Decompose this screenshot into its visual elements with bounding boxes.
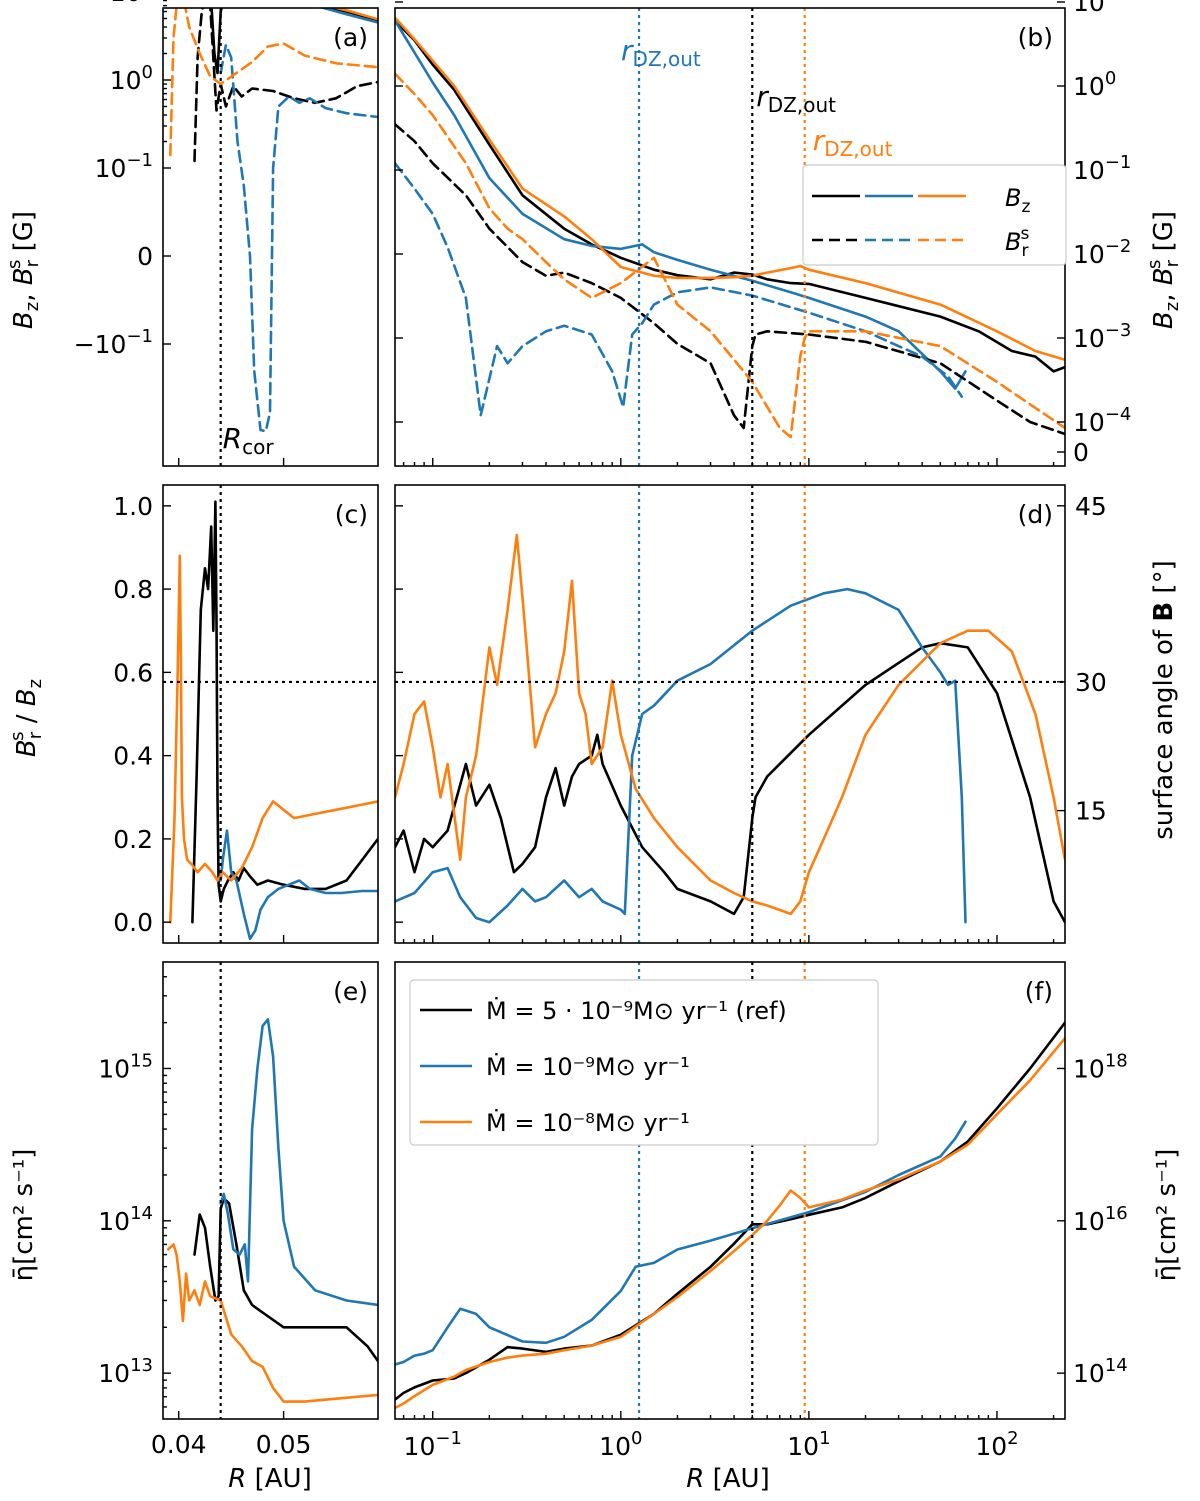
series-b-b-r-s-mdot-1e-8: [395, 72, 1065, 439]
panel-label-d: (d): [1018, 500, 1053, 529]
ytick-label-c: 1.0: [113, 492, 153, 521]
series-f-mdot-1e-9: [395, 1120, 967, 1366]
annotation-r-dz-out-2: rDZ,out: [813, 124, 893, 161]
ytick-label-b: 100: [1073, 68, 1116, 101]
panel-f-series: [395, 1021, 1065, 1410]
ytick-label-a: −10−1: [74, 326, 153, 359]
ytick-label-b: 10−3: [1073, 320, 1131, 353]
legend-f-label-0: Ṁ = 5 · 10⁻⁹M⊙ yr⁻¹ (ref): [486, 996, 787, 1025]
ylabel-c: Brs / Bz: [7, 679, 46, 757]
legend-f-label-1: Ṁ = 10⁻⁹M⊙ yr⁻¹: [486, 1052, 690, 1081]
panel-label-a: (a): [333, 23, 368, 52]
panel-label-e: (e): [333, 977, 368, 1006]
panel-c-series: [169, 500, 378, 941]
xtick-label-f: 100: [599, 1428, 642, 1461]
ytick-label-c: 0.4: [113, 742, 153, 771]
series-e-mdot-1e-9: [219, 1018, 378, 1307]
series-b-b-z-mdot-1e-8: [395, 16, 1065, 362]
legend-b-brs-label: Brs: [1005, 224, 1029, 261]
ytick-label-b: 0: [1073, 438, 1089, 467]
ylabel-right-ab: Bz, Brs [G]: [1144, 211, 1183, 329]
ytick-label-e: 1014: [98, 1203, 153, 1236]
ytick-label-d: 45: [1075, 492, 1107, 521]
series-a-b-r-s-mdot-1e-8: [169, 8, 378, 157]
annotation-r-cor: Rcor: [223, 422, 275, 459]
ytick-label-e: 1013: [98, 1355, 153, 1388]
xtick-label-f: 102: [975, 1428, 1018, 1461]
ytick-label-c: 0.2: [113, 825, 153, 854]
series-e-ref: [193, 1197, 378, 1363]
ytick-label-f: 1014: [1073, 1355, 1128, 1388]
ylabel-f: η̄̄[cm² s⁻¹]: [1152, 1149, 1182, 1282]
ytick-label-f: 1018: [1073, 1050, 1128, 1083]
series-b-b-z-ref: [395, 19, 1065, 373]
series-b-b-r-s-mdot-1e-9: [395, 162, 964, 417]
panel-c-frame: [162, 484, 379, 944]
series-d-mdot-1e-9: [395, 587, 967, 924]
ytick-label-b: 10−2: [1073, 236, 1131, 269]
ytick-label-c: 0.8: [113, 575, 153, 604]
series-a-b-r-s-mdot-1e-9: [219, 43, 378, 433]
series-c-ref: [191, 500, 378, 924]
ylabel-left-ab: Bz, Brs [G]: [4, 211, 43, 329]
ytick-label-e: 1015: [98, 1050, 153, 1083]
xlabel-f: R [AU]: [686, 1464, 769, 1494]
xtick-label-e: 0.04: [151, 1430, 207, 1459]
ytick-label-d: 30: [1075, 668, 1107, 697]
series-f-mdot-1e-8: [395, 1036, 1065, 1410]
ytick-label-b: 10−4: [1073, 404, 1131, 437]
panel-a-frame: [162, 7, 379, 467]
series-b-b-z-mdot-1e-9: [395, 19, 967, 390]
ytick-label-a: 100: [110, 62, 153, 95]
series-d-mdot-1e-8: [395, 533, 1065, 916]
panel-e-frame: [162, 961, 379, 1420]
panel-a-series: [169, 8, 378, 433]
legend-b-bz-label: Bz: [1005, 184, 1030, 217]
panel-e-series: [166, 1018, 378, 1403]
plot-layer: 101 100 10−1 0 −10−1 (a) Rcor 101 100 10−1 10−2 10−…: [74, 0, 1131, 1461]
annotation-r-dz-out-0: rDZ,out: [621, 34, 701, 71]
panel-label-c: (c): [335, 500, 368, 529]
ytick-label-d: 15: [1075, 797, 1107, 826]
ylabel-e: η̄̄[cm² s⁻¹]: [9, 1149, 39, 1282]
series-c-mdot-1e-8: [169, 554, 378, 924]
ytick-label-b: 10−1: [1073, 152, 1131, 185]
panel-f-frame: [394, 961, 1066, 1420]
ytick-label-a: 10−1: [95, 150, 153, 183]
xtick-label-e: 0.05: [256, 1430, 312, 1459]
xtick-label-f: 10−1: [404, 1428, 462, 1461]
ytick-label-c: 0.0: [113, 908, 153, 937]
series-a-b-z-mdot-1e-9: [318, 8, 378, 24]
annotation-r-dz-out-1: rDZ,out: [756, 80, 836, 117]
legend-f-label-2: Ṁ = 10⁻⁸M⊙ yr⁻¹: [486, 1108, 690, 1137]
panel-label-f: (f): [1025, 977, 1053, 1006]
legend-b: Bz Brs: [802, 164, 1067, 266]
panel-b-series: [395, 16, 1065, 439]
xtick-label-f: 101: [787, 1428, 830, 1461]
panel-d-series: [395, 533, 1065, 924]
panel-d-frame: [394, 484, 1066, 944]
xlabel-e: R [AU]: [228, 1464, 311, 1494]
series-a-b-r-s-ref: [193, 8, 378, 163]
series-b-b-r-s-ref: [395, 123, 1065, 436]
series-c-mdot-1e-9: [219, 829, 378, 941]
ytick-label-b: 101: [1073, 0, 1116, 17]
ytick-label-a: 0: [137, 242, 153, 271]
series-e-mdot-1e-8: [166, 1243, 378, 1403]
panel-label-b: (b): [1018, 23, 1053, 52]
ytick-label-f: 1016: [1073, 1203, 1128, 1236]
legend-f-box: [409, 979, 879, 1146]
legend-f: Ṁ = 5 · 10⁻⁹M⊙ yr⁻¹ (ref) Ṁ = 10⁻⁹M⊙ yr⁻¹…: [409, 979, 879, 1146]
ytick-label-a: 101: [110, 0, 153, 7]
ytick-label-c: 0.6: [113, 658, 153, 687]
ylabel-d: surface angle of B [°]: [1149, 560, 1179, 839]
